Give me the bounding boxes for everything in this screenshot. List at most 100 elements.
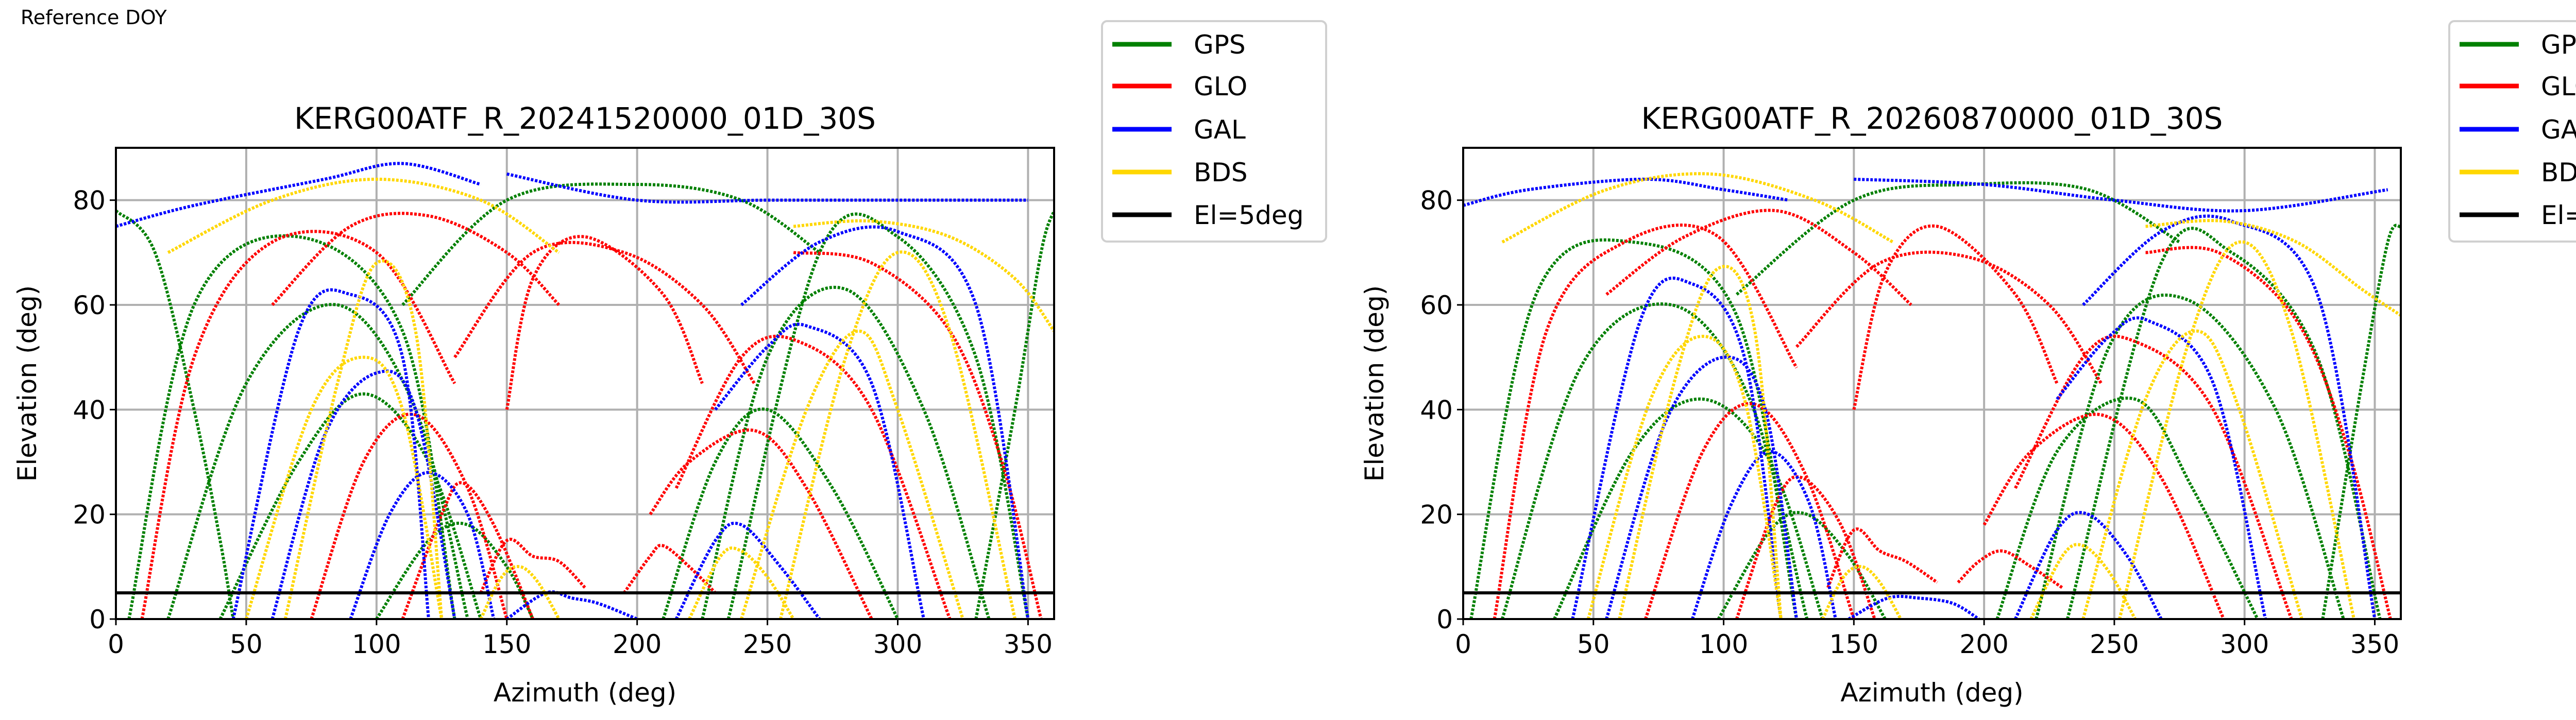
satellite-track-gal xyxy=(674,521,821,619)
satellite-track-gps xyxy=(1553,397,1824,619)
figure-label: Reference DOY xyxy=(21,6,167,29)
satellite-track-gal xyxy=(1854,178,2388,213)
satellite-track-gps xyxy=(1995,397,2259,619)
legend-item-el-5deg: El=5deg xyxy=(2460,200,2576,230)
satellite-track-gal xyxy=(231,288,430,619)
satellite-track-glo xyxy=(1605,209,1912,306)
satellite-track-bds xyxy=(778,250,1017,619)
satellite-track-gps xyxy=(662,407,900,619)
legend-label: GLO xyxy=(2541,72,2576,101)
satellite-track-gal xyxy=(1848,594,1980,619)
satellite-track-gal xyxy=(1691,450,1837,619)
legend-label: El=5deg xyxy=(2541,200,2576,230)
x-axis-label: Azimuth (deg) xyxy=(494,678,676,708)
satellite-track-glo xyxy=(310,413,509,619)
x-tick-label: 150 xyxy=(482,629,531,659)
legend-item-glo: GLO xyxy=(2460,72,2576,101)
satellite-track-gal xyxy=(1571,277,1783,619)
satellite-track-gal xyxy=(349,471,496,619)
satellite-track-glo xyxy=(1644,402,1856,619)
plot-area xyxy=(116,162,1054,619)
y-tick-label: 0 xyxy=(89,605,106,635)
legend-item-glo: GLO xyxy=(1112,72,1247,101)
satellite-track-glo xyxy=(453,241,756,385)
chart-1: 0 50 100 150 200 250 300 350 0 20 40 60 80 KERG00ATF_… xyxy=(12,20,1327,708)
satellite-track-glo xyxy=(401,481,535,619)
satellite-track-bds xyxy=(167,177,560,254)
satellite-track-gps xyxy=(166,303,469,619)
satellite-track-glo xyxy=(505,235,704,410)
satellite-track-bds xyxy=(1586,334,1783,619)
satellite-track-bds xyxy=(793,219,1054,332)
satellite-track-gps xyxy=(116,209,235,619)
satellite-track-gal xyxy=(714,322,926,619)
satellite-track-bds xyxy=(2118,240,2355,619)
legend: GPS GLO GAL BDS El=5deg xyxy=(1101,20,1327,243)
satellite-track-gal xyxy=(2082,214,2377,619)
satellite-track-bds xyxy=(2081,329,2303,619)
legend-label: GPS xyxy=(2541,30,2576,60)
satellite-track-gps xyxy=(1717,511,1887,619)
satellite-track-gps xyxy=(375,521,535,619)
satellite-track-gal xyxy=(116,162,481,228)
x-tick-label: 200 xyxy=(613,629,662,659)
satellite-track-gal xyxy=(2056,316,2267,619)
series-bds xyxy=(1501,172,2401,619)
chart-title: KERG00ATF_R_20260870000_01D_30S xyxy=(1641,101,2223,136)
legend-item-el-5deg: El=5deg xyxy=(1112,200,1303,230)
x-tick-label: 250 xyxy=(743,629,792,659)
satellite-track-bds xyxy=(2145,219,2401,317)
satellite-track-glo xyxy=(793,251,1043,619)
y-tick-label: 40 xyxy=(1420,395,1453,425)
satellite-track-glo xyxy=(140,230,456,619)
legend-item-bds: BDS xyxy=(2460,158,2576,187)
x-tick-label: 350 xyxy=(2350,629,2399,659)
satellite-track-gps xyxy=(2065,227,2382,619)
axes-frame xyxy=(115,147,1055,620)
series-glo xyxy=(140,212,1043,619)
y-tick-label: 60 xyxy=(1420,290,1453,320)
satellite-track-gps xyxy=(2035,293,2345,619)
satellite-track-glo xyxy=(1826,527,1938,589)
x-tick-label: 200 xyxy=(1959,629,2008,659)
x-tick-label: 350 xyxy=(1004,629,1053,659)
satellite-track-bds xyxy=(740,329,964,619)
y-tick-label: 80 xyxy=(73,186,106,216)
satellite-track-gps xyxy=(218,392,483,619)
legend-label: GAL xyxy=(2541,115,2576,145)
legend-label: BDS xyxy=(2541,158,2576,187)
x-axis-label: Azimuth (deg) xyxy=(1840,678,2023,708)
satellite-track-gal xyxy=(2014,511,2163,619)
x-tick-label: 250 xyxy=(2090,629,2139,659)
series-gps xyxy=(116,182,1054,619)
satellite-track-glo xyxy=(649,428,873,619)
x-tick-label: 300 xyxy=(873,629,922,659)
satellite-track-gps xyxy=(127,234,456,619)
y-tick-label: 0 xyxy=(1436,605,1453,635)
legend-label: El=5deg xyxy=(1194,200,1303,230)
satellite-track-bds xyxy=(1618,265,1783,619)
satellite-track-glo xyxy=(2145,246,2392,619)
x-tick-label: 300 xyxy=(2220,629,2269,659)
y-tick-label: 60 xyxy=(73,290,106,320)
x-tick-label: 50 xyxy=(1577,629,1610,659)
y-tick-label: 20 xyxy=(1420,500,1453,530)
satellite-track-glo xyxy=(1852,224,2059,410)
legend-label: GPS xyxy=(1194,30,1246,60)
legend-item-gps: GPS xyxy=(1112,30,1246,60)
satellite-track-glo xyxy=(622,543,717,594)
chart-title: KERG00ATF_R_20241520000_01D_30S xyxy=(294,101,876,136)
y-tick-label: 80 xyxy=(1420,186,1453,216)
satellite-track-gps xyxy=(401,182,821,306)
satellite-track-gps xyxy=(2321,224,2401,619)
satellite-track-gal xyxy=(1605,355,1799,619)
x-tick-label: 0 xyxy=(108,629,124,659)
legend-label: GLO xyxy=(1194,72,1247,101)
legend-item-gal: GAL xyxy=(1112,115,1246,145)
legend-label: BDS xyxy=(1194,158,1248,187)
satellite-track-bds xyxy=(2029,543,2137,619)
satellite-track-glo xyxy=(1982,413,2225,619)
legend-label: GAL xyxy=(1194,115,1246,145)
satellite-track-bds xyxy=(1501,172,1894,244)
